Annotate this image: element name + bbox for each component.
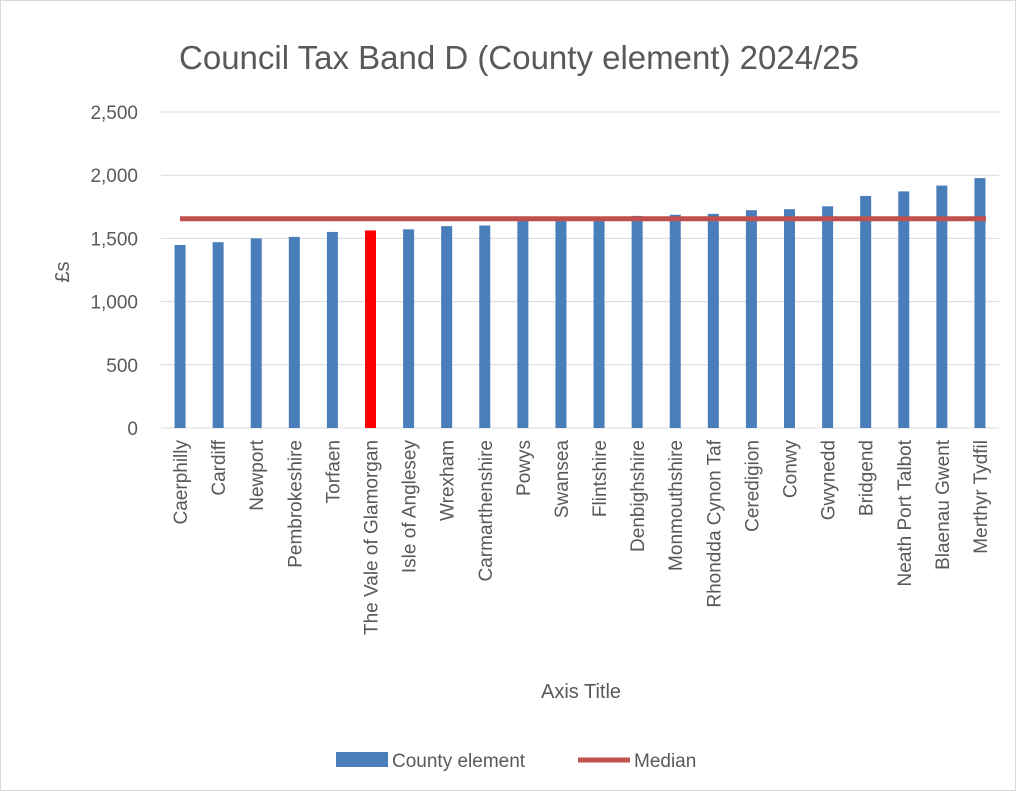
x-tick-label: Pembrokeshire [285,440,306,568]
bar-the-vale-of-glamorgan [365,230,376,428]
x-tick-label: Denbighshire [628,440,649,552]
bar-bridgend [860,195,872,428]
x-tick-label: Neath Port Talbot [895,439,916,586]
x-tick-label: Swansea [552,440,573,519]
x-tick-label: Merthyr Tydfil [971,440,992,554]
bar-swansea [555,218,567,428]
legend: County element Median [336,751,696,772]
bar-ceredigion [745,210,757,428]
x-tick-label: Isle of Anglesey [400,440,421,574]
bar-torfaen [326,231,338,428]
y-axis-ticks: 0 500 1,000 1,500 2,000 2,500 [90,103,138,440]
legend-swatch-county-element [336,752,388,767]
x-tick-label: Wrexham [438,440,459,521]
bar-neath-port-talbot [898,191,910,428]
bars [174,178,986,428]
x-tick-label: Carmarthenshire [476,440,497,582]
x-tick-label: Cardiff [209,439,230,495]
bar-caerphilly [174,244,186,428]
bar-cardiff [212,242,224,428]
gridlines [161,111,999,429]
x-axis-ticks: Caerphilly Cardiff Newport Pembrokeshire Tor… [171,439,992,635]
bar-denbighshire [631,215,643,428]
x-tick-label: Ceredigion [742,440,763,532]
x-tick-label: Caerphilly [171,440,192,525]
y-tick-label: 2,000 [90,166,138,187]
x-tick-label: Rhondda Cynon Taf [704,439,725,607]
bar-rhondda-cynon-taf [707,213,719,428]
legend-label-county-element: County element [392,751,526,772]
x-axis-title: Axis Title [541,681,621,703]
y-tick-label: 500 [106,356,138,377]
y-tick-label: 1,500 [90,229,138,250]
x-tick-label: Torfaen [323,440,344,503]
x-tick-label: Newport [247,439,268,510]
y-tick-label: 2,500 [90,103,138,124]
x-tick-label: Bridgend [857,440,878,516]
y-axis-title: £s [52,261,74,282]
bar-carmarthenshire [479,225,491,428]
chart-title: Council Tax Band D (County element) 2024… [179,39,859,76]
legend-label-median: Median [634,751,696,772]
bar-newport [250,238,262,428]
x-tick-label: The Vale of Glamorgan [362,440,383,635]
bar-monmouthshire [669,214,681,428]
y-tick-label: 0 [127,419,138,440]
bar-isle-of-anglesey [403,229,415,428]
bar-conwy [784,209,795,428]
bar-merthyr-tydfil [974,178,986,428]
bar-wrexham [441,226,453,428]
bar-pembrokeshire [288,236,300,428]
bar-blaenau-gwent [936,185,948,428]
y-tick-label: 1,000 [90,293,138,314]
x-tick-label: Conwy [781,440,802,499]
x-tick-label: Gwynedd [819,440,840,520]
x-tick-label: Flintshire [590,440,611,517]
bar-flintshire [593,218,605,428]
bar-gwynedd [822,206,834,428]
x-tick-label: Blaenau Gwent [933,439,954,570]
x-tick-label: Monmouthshire [666,440,687,571]
bar-powys [517,219,529,428]
x-tick-label: Powys [514,440,535,496]
